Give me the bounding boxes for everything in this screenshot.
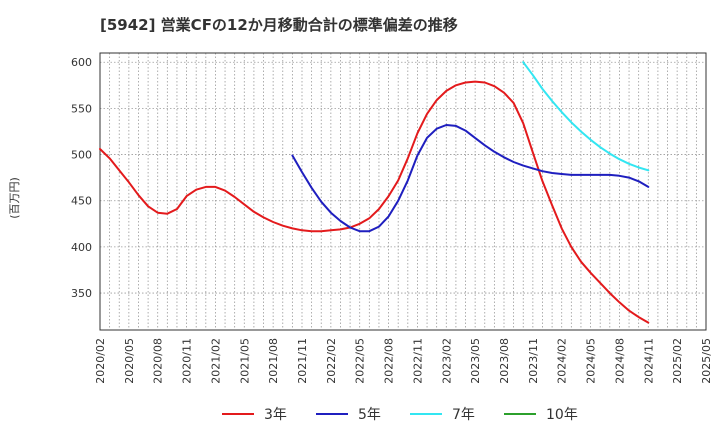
y-tick-label: 550: [71, 102, 92, 115]
grid: [99, 53, 707, 330]
x-tick-label: 2022/05: [354, 338, 367, 384]
x-tick-label: 2020/02: [94, 338, 107, 384]
y-tick-label: 600: [71, 56, 92, 69]
plot-area: [99, 52, 707, 331]
x-tick-label: 2025/05: [700, 338, 713, 384]
x-tick-label: 2020/08: [152, 338, 165, 384]
x-tick-label: 2023/05: [469, 338, 482, 384]
x-axis: 2020/02 2020/05 2020/08 2020/11 2021/02 2021/…: [94, 338, 713, 384]
x-tick-label: 2021/11: [296, 338, 309, 384]
y-tick-label: 500: [71, 149, 92, 162]
x-tick-label: 2024/08: [613, 338, 626, 384]
x-tick-label: 2020/05: [123, 338, 136, 384]
legend-label: 7年: [452, 407, 475, 423]
series-group: [99, 61, 650, 324]
y-tick-label: 400: [71, 241, 92, 254]
x-tick-label: 2021/08: [267, 338, 280, 384]
x-tick-label: 2024/02: [556, 338, 569, 384]
series-line-3: [522, 61, 650, 172]
x-tick-label: 2023/02: [440, 338, 453, 384]
series-line-1: [99, 80, 650, 324]
series-line-2: [291, 124, 650, 233]
x-tick-label: 2025/02: [671, 338, 684, 384]
y-axis: 350 400 450 500 550 600: [71, 56, 92, 300]
x-tick-label: 2021/05: [238, 338, 251, 384]
x-tick-label: 2024/11: [642, 338, 655, 384]
x-tick-label: 2022/11: [411, 338, 424, 384]
legend-label: 3年: [264, 407, 287, 423]
x-tick-label: 2023/08: [498, 338, 511, 384]
legend: 3年 5年 7年 10年: [222, 407, 578, 423]
y-axis-label: (百万円): [8, 177, 21, 219]
legend-label: 10年: [546, 407, 578, 423]
x-tick-label: 2024/05: [585, 338, 598, 384]
y-tick-label: 450: [71, 195, 92, 208]
chart-title: [5942] 営業CFの12か月移動合計の標準偏差の推移: [100, 16, 458, 34]
legend-label: 5年: [358, 407, 381, 423]
x-tick-label: 2023/11: [527, 338, 540, 384]
x-tick-label: 2021/02: [209, 338, 222, 384]
x-tick-label: 2022/08: [383, 338, 396, 384]
x-tick-label: 2020/11: [181, 338, 194, 384]
x-tick-label: 2022/02: [325, 338, 338, 384]
y-tick-label: 350: [71, 287, 92, 300]
